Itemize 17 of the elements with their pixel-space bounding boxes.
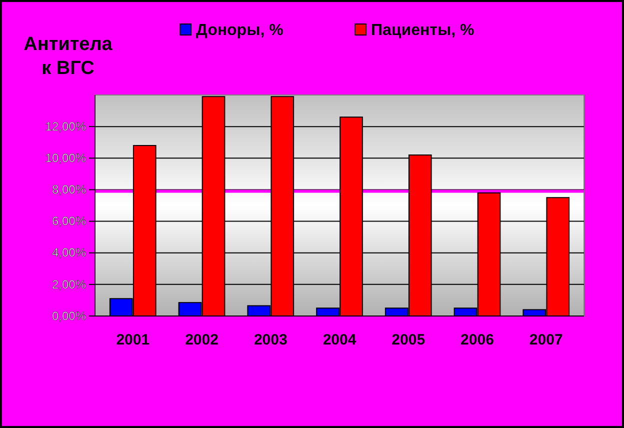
y-tick-label: 4,00% [52,246,86,260]
x-tick-label: 2002 [185,332,218,349]
y-tick-label: 2,00% [52,277,86,292]
x-tick-label: 2005 [392,332,426,349]
x-tick-label: 2003 [254,332,288,349]
legend-label: Доноры, % [196,22,284,39]
chart-title: Антитела к ВГС [24,34,113,79]
y-tick-label: 0,00% [52,308,86,323]
y-tick-label: 6,00% [52,214,86,228]
legend-label: Пациенты, % [371,22,474,39]
x-tick-label: 2001 [116,332,150,349]
x-tick-label: 2007 [529,332,563,349]
y-tick-label: 10,00% [45,150,86,165]
y-tick-label: 12,00% [45,119,86,134]
x-tick-label: 2006 [460,332,494,349]
y-tick-label: 8,00% [52,182,86,197]
x-tick-label: 2004 [322,332,357,349]
